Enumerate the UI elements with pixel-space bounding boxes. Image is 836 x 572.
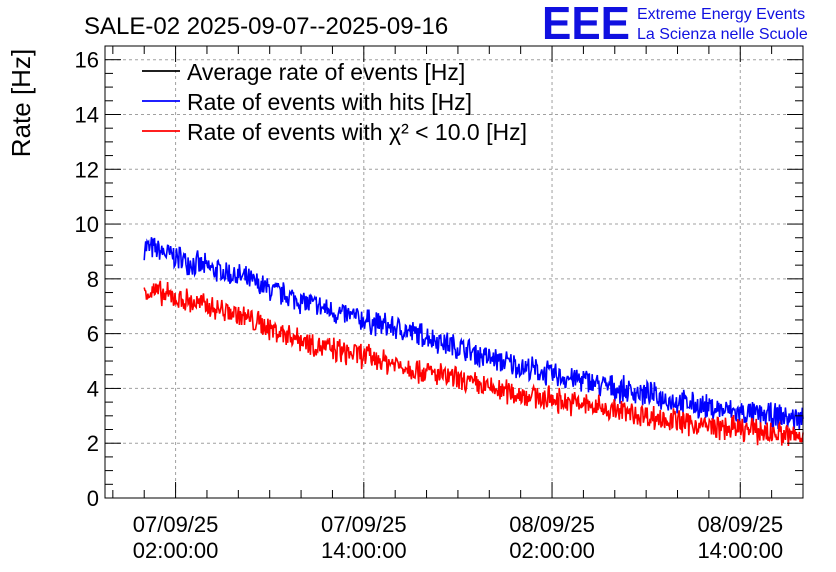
legend: Average rate of events [Hz] Rate of event… bbox=[142, 59, 527, 145]
y-tick-label: 6 bbox=[87, 322, 99, 347]
legend-label-2: Rate of events with χ² < 10.0 [Hz] bbox=[187, 119, 527, 145]
x-tick-label-time: 14:00:00 bbox=[697, 538, 783, 563]
legend-label-1: Rate of events with hits [Hz] bbox=[187, 89, 472, 115]
eee-logo-line1: Extreme Energy Events bbox=[637, 6, 805, 23]
x-tick-label-time: 14:00:00 bbox=[321, 538, 407, 563]
y-tick-label: 10 bbox=[75, 212, 99, 237]
series-line-1 bbox=[143, 237, 804, 431]
plot-frame bbox=[104, 45, 804, 499]
x-tick-label-date: 08/09/25 bbox=[697, 512, 783, 537]
x-tick-label-time: 02:00:00 bbox=[509, 538, 595, 563]
eee-logo-mark: EEE bbox=[542, 0, 630, 49]
series-line-2 bbox=[143, 280, 804, 447]
y-tick-label: 14 bbox=[75, 102, 99, 127]
x-tick-label-date: 07/09/25 bbox=[133, 512, 219, 537]
eee-logo-line2: La Scienza nelle Scuole bbox=[637, 26, 808, 43]
y-tick-label: 0 bbox=[87, 486, 99, 511]
y-tick-label: 4 bbox=[87, 376, 99, 401]
y-axis-label: Rate [Hz] bbox=[6, 49, 36, 157]
x-tick-label-time: 02:00:00 bbox=[133, 538, 219, 563]
y-tick-label: 12 bbox=[75, 157, 99, 182]
eee-logo: EEE Extreme Energy Events La Scienza nel… bbox=[542, 0, 808, 49]
y-tick-label: 2 bbox=[87, 431, 99, 456]
x-tick-label-date: 07/09/25 bbox=[321, 512, 407, 537]
y-tick-label: 8 bbox=[87, 267, 99, 292]
y-tick-label: 16 bbox=[75, 48, 99, 73]
series-layer bbox=[143, 237, 804, 447]
x-tick-label-date: 08/09/25 bbox=[509, 512, 595, 537]
legend-label-0: Average rate of events [Hz] bbox=[187, 59, 465, 85]
axes: 024681012141607/09/2502:00:0007/09/2514:… bbox=[75, 45, 804, 563]
chart-title: SALE-02 2025-09-07--2025-09-16 bbox=[84, 13, 448, 40]
